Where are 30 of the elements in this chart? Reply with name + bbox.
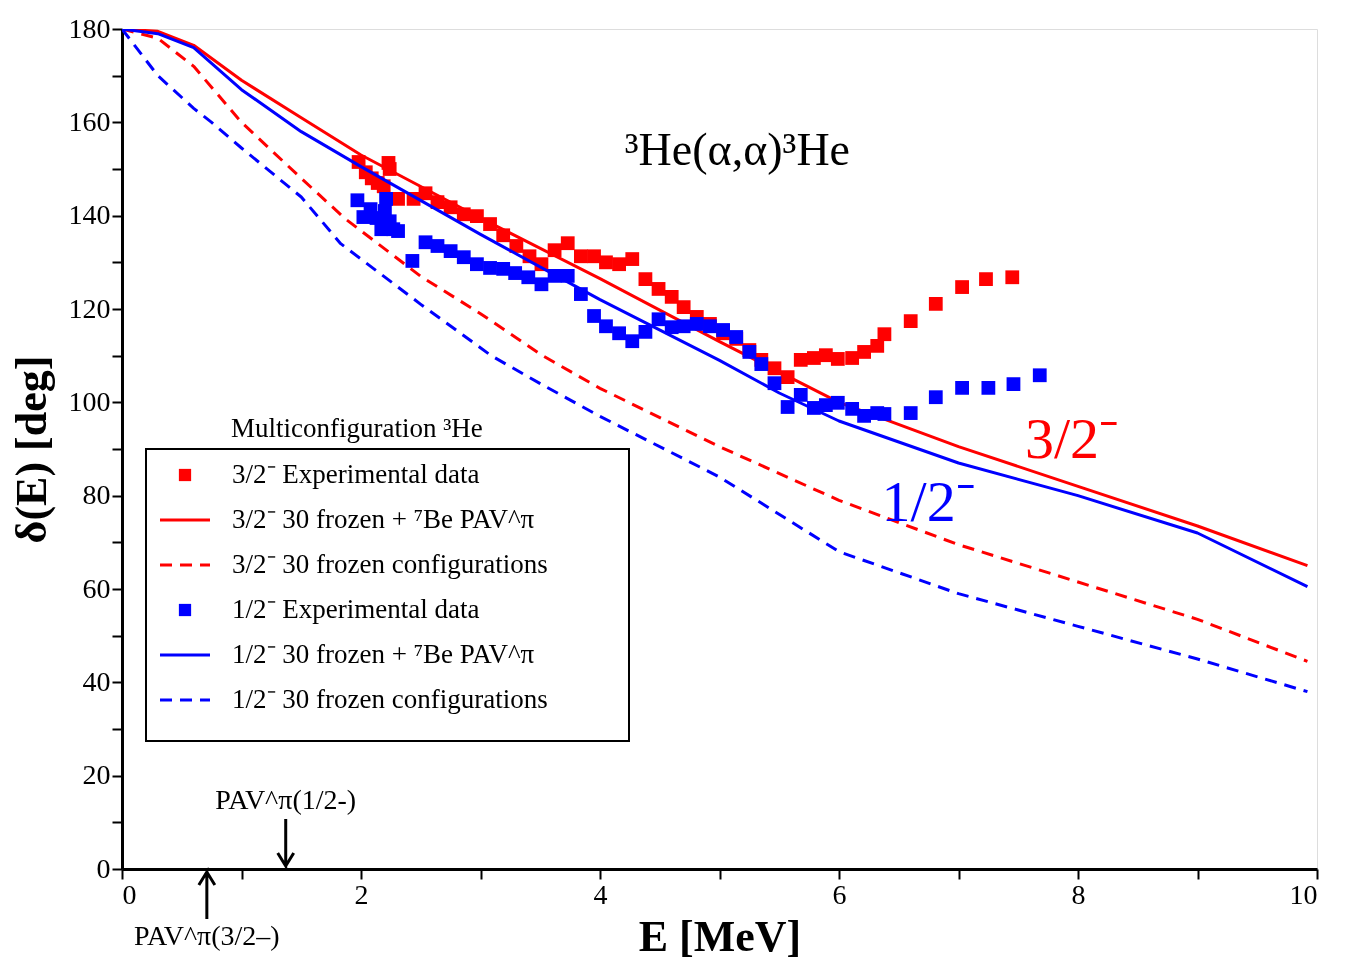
- y-tick-label: 120: [68, 292, 111, 324]
- y-tick-label: 60: [82, 572, 111, 604]
- text: PAV^π(3/2–): [134, 920, 280, 951]
- x-tick-label: 6: [832, 878, 847, 910]
- x-tick-label: 10: [1289, 878, 1318, 910]
- legend-label: 3/2⁻ Experimental data: [232, 459, 480, 489]
- annotation: 1/2⁻: [881, 468, 976, 534]
- x-tick-label: 2: [354, 878, 369, 910]
- y-tick-label: 80: [82, 479, 111, 511]
- annotation: 3/2⁻: [1024, 405, 1120, 471]
- y-tick-label: 160: [68, 105, 111, 137]
- x-tick-label: 8: [1071, 878, 1086, 910]
- text: ³He(α,α)³He: [624, 123, 851, 175]
- y-tick-label: 100: [68, 385, 111, 417]
- x-tick-label: 0: [122, 878, 137, 910]
- x-axis-title: E [MeV]: [638, 911, 802, 958]
- annotation: PAV^π(1/2-): [215, 784, 357, 815]
- y-axis-title: δ(E) [deg]: [6, 355, 56, 544]
- y-tick-label: 40: [82, 665, 111, 697]
- x-tick-label: 4: [593, 878, 608, 910]
- legend-title: Multiconfiguration ³He: [231, 413, 483, 443]
- legend-label: 3/2⁻ 30 frozen configurations: [232, 549, 548, 579]
- legend-label: 1/2⁻ Experimental data: [232, 594, 480, 624]
- y-tick-label: 140: [68, 199, 111, 231]
- legend-label: 1/2⁻ 30 frozen + ⁷Be PAV^π: [232, 639, 535, 669]
- y-tick-label: 0: [96, 852, 111, 884]
- legend-label: 3/2⁻ 30 frozen + ⁷Be PAV^π: [232, 504, 535, 534]
- legend-label: 1/2⁻ 30 frozen configurations: [232, 684, 548, 714]
- y-tick-label: 180: [68, 12, 111, 44]
- y-tick-label: 20: [82, 759, 111, 791]
